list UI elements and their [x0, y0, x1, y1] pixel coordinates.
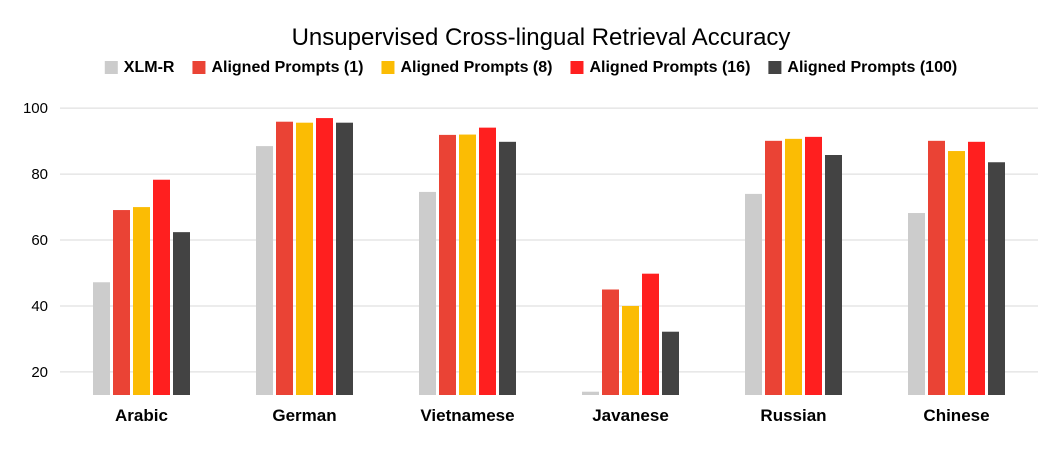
legend-label: Aligned Prompts (100) [787, 59, 957, 76]
bar-russian-series-3 [785, 138, 802, 395]
y-tick-label-100: 100 [23, 100, 48, 117]
bar-arabic-series-2 [113, 210, 130, 395]
x-axis-labels: Arabic German Vietnamese Javanese Russian Chi… [115, 406, 990, 425]
legend-item-3: Aligned Prompts (8) [381, 59, 552, 76]
bar-vietnamese-series-5 [499, 141, 516, 395]
y-axis-ticks: 20 40 60 80 100 [23, 100, 48, 381]
bar-german-series-5 [336, 122, 353, 395]
x-tick-label-arabic: Arabic [115, 406, 168, 425]
legend-label: XLM-R [124, 59, 175, 76]
bar-vietnamese-series-4 [479, 127, 496, 395]
y-tick-label-80: 80 [31, 166, 48, 183]
legend-item-1: XLM-R [104, 59, 175, 76]
bar-javanese-series-3 [622, 305, 639, 395]
y-tick-label-40: 40 [31, 298, 48, 315]
bar-german-series-3 [296, 122, 313, 395]
bar-chinese-series-2 [928, 140, 945, 395]
bar-arabic-series-3 [133, 207, 150, 395]
legend-label: Aligned Prompts (8) [400, 59, 552, 76]
chart-title: Unsupervised Cross-lingual Retrieval Acc… [292, 24, 791, 51]
bar-javanese-series-2 [602, 289, 619, 395]
x-tick-label-vietnamese: Vietnamese [420, 406, 514, 425]
x-tick-label-german: German [272, 406, 336, 425]
bar-javanese-series-5 [662, 331, 679, 395]
y-tick-label-60: 60 [31, 232, 48, 249]
legend-swatch [192, 61, 206, 74]
legend-label: Aligned Prompts (16) [589, 59, 750, 76]
bar-javanese-series-1 [582, 391, 599, 395]
legend-swatch [381, 61, 395, 74]
legend-item-4: Aligned Prompts (16) [570, 59, 750, 76]
bar-chinese-series-1 [908, 213, 925, 395]
bar-chinese-series-3 [948, 151, 965, 395]
x-tick-label-russian: Russian [760, 406, 826, 425]
bar-german-series-4 [316, 118, 333, 396]
bar-russian-series-2 [765, 140, 782, 395]
legend-swatch [768, 61, 782, 74]
legend-item-2: Aligned Prompts (1) [192, 59, 363, 76]
bar-chinese-series-4 [968, 141, 985, 395]
y-tick-label-20: 20 [31, 364, 48, 381]
bar-arabic-series-5 [173, 232, 190, 395]
bar-javanese-series-4 [642, 273, 659, 395]
bar-german-series-2 [276, 121, 293, 395]
bars [93, 118, 1005, 396]
bar-vietnamese-series-2 [439, 134, 456, 395]
bar-russian-series-5 [825, 155, 842, 395]
gridlines [60, 107, 1038, 373]
legend-swatch [570, 61, 584, 74]
legend-item-5: Aligned Prompts (100) [768, 59, 957, 76]
bar-vietnamese-series-3 [459, 134, 476, 396]
bar-russian-series-1 [745, 193, 762, 395]
legend-label: Aligned Prompts (1) [211, 59, 363, 76]
bar-russian-series-4 [805, 136, 822, 395]
x-tick-label-javanese: Javanese [592, 406, 669, 425]
bar-vietnamese-series-1 [419, 191, 436, 395]
bar-chinese-series-5 [988, 162, 1005, 395]
bar-arabic-series-4 [153, 179, 170, 395]
legend: XLM-R Aligned Prompts (1) Aligned Prompts … [104, 59, 957, 76]
legend-swatch [104, 61, 118, 74]
bar-german-series-1 [256, 146, 273, 395]
x-tick-label-chinese: Chinese [923, 406, 989, 425]
bar-arabic-series-1 [93, 282, 110, 395]
